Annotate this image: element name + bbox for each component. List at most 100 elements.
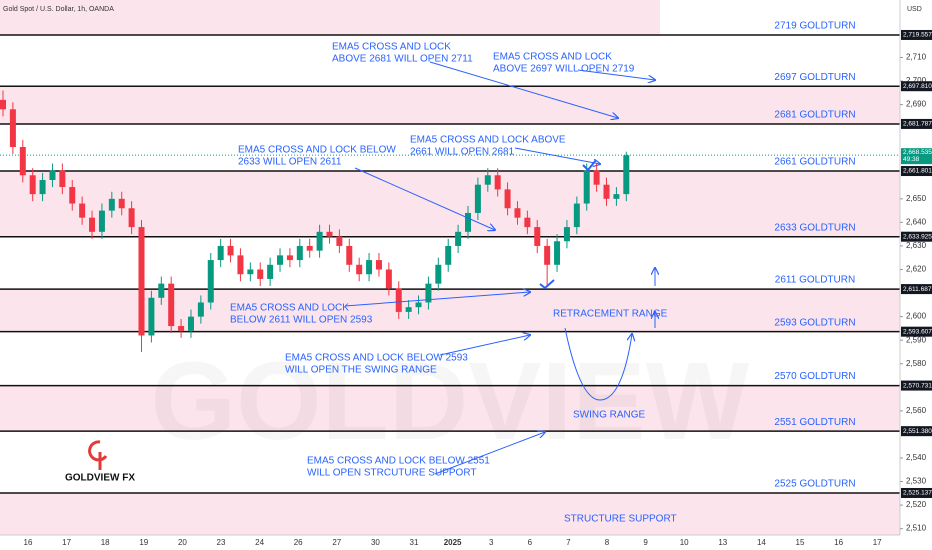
price-tag: [901, 29, 932, 40]
annotation: RETRACEMENT RANGE: [553, 309, 668, 320]
candle-body: [524, 217, 531, 228]
level-text: 2570 GOLDTURN: [774, 371, 855, 382]
annotation: SWING RANGE: [573, 410, 646, 421]
level-text: 2525 GOLDTURN: [774, 479, 855, 490]
x-tick-label: 13: [718, 538, 727, 547]
chart-title: Gold Spot / U.S. Dollar, 1h, OANDA: [3, 6, 114, 13]
y-tick-label: 2,630: [906, 241, 927, 250]
candle-body: [405, 307, 412, 312]
price-tag-label: 2,551.380: [903, 428, 932, 435]
candle-body: [49, 170, 56, 180]
price-tag: [901, 81, 932, 92]
annotation: 2661 WILL OPEN 2681: [410, 147, 515, 158]
y-tick-label: 2,710: [906, 53, 927, 62]
candle-body: [9, 109, 16, 148]
level-text: 2611 GOLDTURN: [775, 275, 855, 286]
candle-body: [613, 194, 620, 199]
price-tag-label: 2,611.687: [903, 286, 932, 293]
annotation: EMA5 CROSS AND LOCK BELOW 2551: [307, 456, 490, 467]
x-tick-label: 6: [528, 538, 533, 547]
arrow: [514, 147, 600, 164]
annotation: EMA5 CROSS AND LOCK BELOW 2593: [285, 353, 468, 364]
candle-body: [267, 264, 274, 279]
arrow: [354, 167, 495, 230]
x-tick-label: 16: [24, 538, 33, 547]
candle-body: [415, 302, 422, 308]
candle-body: [128, 208, 135, 228]
level-text: 2681 GOLDTURN: [774, 110, 855, 121]
annotation: ABOVE 2681 WILL OPEN 2711: [332, 54, 473, 65]
price-tag-label: 2,681.787: [903, 121, 932, 128]
annotation: WILL OPEN STRCUTURE SUPPORT: [307, 468, 476, 479]
price-tag: [901, 231, 932, 242]
price-tag: [901, 118, 932, 129]
price-axis: [900, 0, 932, 550]
y-tick-label: 2,600: [906, 312, 927, 321]
candle-body: [474, 184, 481, 213]
x-tick-label: 30: [371, 538, 380, 547]
x-tick-label: 31: [410, 538, 419, 547]
candle-body: [39, 179, 46, 195]
band: [0, 289, 900, 332]
annotation: EMA5 CROSS AND LOCK ABOVE: [410, 135, 566, 146]
candle-body: [148, 297, 155, 336]
price-tag-label: 2,570.731: [903, 382, 932, 389]
y-tick-label: 2,540: [906, 453, 927, 462]
price-tag: [901, 284, 932, 295]
candle-body: [603, 184, 610, 199]
x-tick-label: 7: [566, 538, 571, 547]
price-tag: [901, 166, 932, 177]
candle-body: [336, 236, 343, 246]
candle-body: [118, 198, 125, 209]
x-tick-label: 17: [873, 538, 882, 547]
x-tick-label: 19: [139, 538, 148, 547]
candle-body: [19, 147, 26, 176]
x-tick-label: 15: [796, 538, 805, 547]
candle-body: [494, 175, 501, 190]
annotation: ABOVE 2697 WILL OPEN 2719: [493, 64, 635, 75]
candle-body: [247, 269, 254, 275]
x-tick-label: 20: [178, 538, 187, 547]
annotation: WILL OPEN THE SWING RANGE: [285, 365, 437, 376]
band: [0, 492, 900, 535]
y-tick-label: 2,530: [906, 477, 927, 486]
level-text: 2633 GOLDTURN: [774, 222, 855, 233]
candle-body: [445, 245, 452, 265]
x-tick-label: 3: [489, 538, 494, 547]
x-tick-label: 23: [217, 538, 226, 547]
candle-body: [158, 283, 165, 298]
price-tag-label: 2,697.810: [903, 83, 932, 90]
y-tick-label: 2,650: [906, 194, 927, 203]
y-tick-label: 2,620: [906, 265, 927, 274]
candle-body: [257, 269, 264, 279]
price-tag-label: 2,633.925: [903, 233, 932, 240]
candle-body: [138, 227, 145, 336]
x-tick-label: 14: [757, 538, 766, 547]
annotation: STRUCTURE SUPPORT: [564, 514, 677, 525]
x-tick-label: 26: [294, 538, 303, 547]
x-tick-label: 17: [62, 538, 71, 547]
price-tag-label: 2,719.557: [903, 32, 932, 39]
candle-body: [316, 231, 323, 251]
candle-body: [593, 170, 600, 185]
annotation: BELOW 2611 WILL OPEN 2593: [230, 315, 373, 326]
candle-body: [534, 227, 541, 246]
candle-body: [207, 260, 214, 303]
candle-body: [98, 210, 105, 232]
candle-body: [286, 255, 293, 261]
candle-body: [79, 203, 86, 218]
annotation: EMA5 CROSS AND LOCK: [230, 303, 349, 314]
candle-body: [346, 245, 353, 265]
level-text: 2551 GOLDTURN: [774, 417, 855, 428]
y-tick-label: 2,590: [906, 335, 927, 344]
level-text: 2593 GOLDTURN: [774, 317, 855, 328]
candle-body: [504, 189, 511, 209]
arrow: [577, 69, 655, 80]
candle-body: [197, 302, 204, 317]
candle-body: [108, 198, 115, 211]
y-tick-label: 2,580: [906, 359, 927, 368]
arrow: [564, 327, 632, 401]
candle-body: [227, 245, 234, 256]
candle-body: [544, 245, 551, 265]
